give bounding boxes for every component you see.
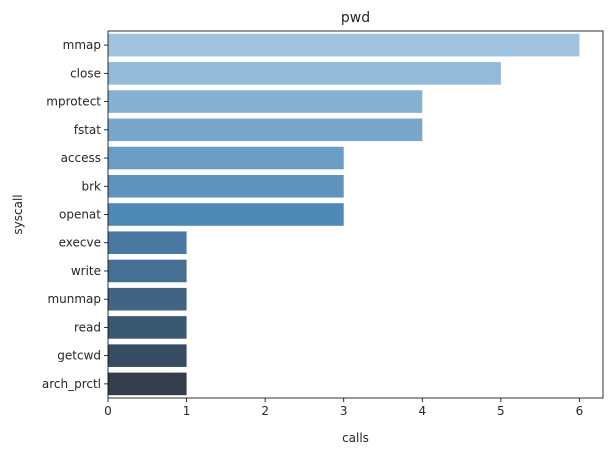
y-tick-label-brk: brk — [82, 179, 102, 193]
y-tick-label-mmap: mmap — [63, 38, 101, 52]
bar-write — [108, 259, 187, 283]
bars-group — [108, 33, 580, 396]
plot-frame — [107, 30, 604, 399]
x-tick-label-3: 3 — [340, 404, 348, 418]
y-tick-label-getcwd: getcwd — [57, 349, 101, 363]
x-tick-label-1: 1 — [183, 404, 191, 418]
y-tick-label-access: access — [61, 151, 101, 165]
bar-arch-prctl — [108, 372, 187, 396]
y-tick-label-execve: execve — [59, 236, 101, 250]
x-axis-label: calls — [342, 431, 369, 445]
y-tick-label-mprotect: mprotect — [46, 95, 101, 109]
y-tick-group: mmap close mprotect fstat access brk openat exe… — [42, 38, 108, 391]
x-tick-label-2: 2 — [261, 404, 269, 418]
bar-fstat — [108, 118, 423, 142]
y-tick-label-write: write — [71, 264, 101, 278]
bar-getcwd — [108, 344, 187, 367]
bar-openat — [108, 203, 344, 226]
x-tick-label-0: 0 — [104, 404, 112, 418]
x-tick-label-4: 4 — [418, 404, 426, 418]
y-tick-label-read: read — [74, 320, 101, 334]
y-tick-label-arch-prctl: arch_prctl — [42, 377, 101, 391]
x-tick-group: 0 1 2 3 4 5 6 — [104, 398, 583, 418]
bar-read — [108, 316, 187, 339]
bar-mprotect — [108, 90, 423, 113]
bar-access — [108, 146, 344, 170]
bar-close — [108, 62, 501, 85]
y-axis-label: syscall — [11, 194, 25, 234]
bar-brk — [108, 174, 344, 198]
x-tick-label-6: 6 — [576, 404, 584, 418]
y-tick-label-munmap: munmap — [47, 292, 101, 306]
y-tick-label-fstat: fstat — [74, 123, 102, 137]
chart-title: pwd — [341, 10, 370, 26]
bar-mmap — [108, 33, 580, 57]
x-tick-label-5: 5 — [497, 404, 505, 418]
bar-munmap — [108, 287, 187, 311]
y-tick-label-openat: openat — [59, 208, 101, 222]
y-tick-label-close: close — [70, 66, 101, 80]
bar-execve — [108, 231, 187, 255]
